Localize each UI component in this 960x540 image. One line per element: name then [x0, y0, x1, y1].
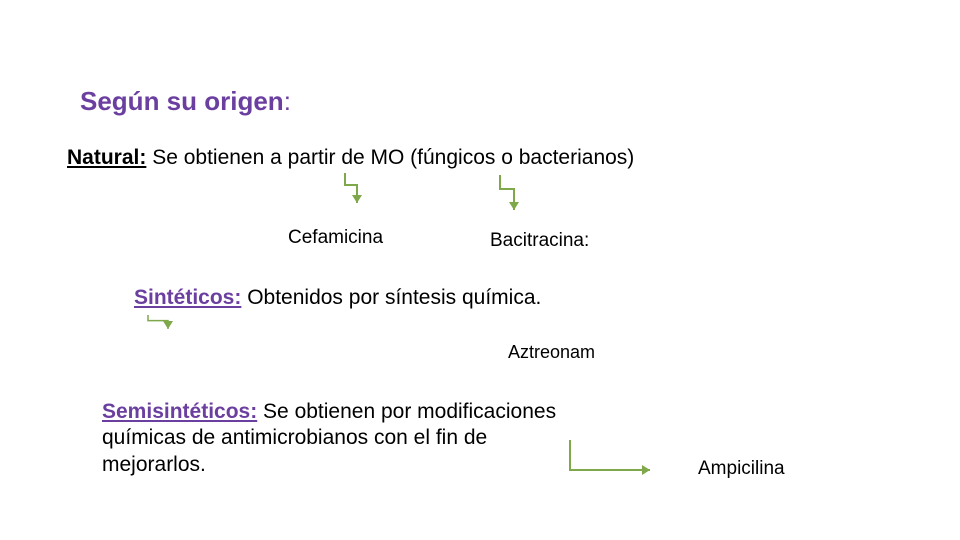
semisinteticos-block: Semisintéticos: Se obtienen por modifica… — [102, 398, 582, 478]
sinteticos-line: Sintéticos: Obtenidos por síntesis quími… — [134, 284, 541, 310]
section-title-text: Según su origen — [80, 86, 284, 116]
semisinteticos-label: Semisintéticos: — [102, 400, 257, 423]
sinteticos-label: Sintéticos: — [134, 286, 241, 309]
natural-line: Natural: Se obtienen a partir de MO (fún… — [67, 146, 634, 170]
semisinteticos-arrow — [570, 440, 690, 490]
semisinteticos-example: Ampicilina — [698, 458, 785, 480]
natural-example-1: Cefamicina — [288, 227, 383, 249]
natural-label: Natural: — [67, 146, 146, 169]
slide: { "title": { "text": "Según su origen", … — [0, 0, 960, 540]
sinteticos-desc: Obtenidos por síntesis química. — [241, 286, 541, 309]
semisinteticos-desc-1: Se obtienen por modificaciones — [257, 400, 556, 423]
sinteticos-arrow — [148, 315, 188, 345]
semisinteticos-desc-2: químicas de antimicrobianos con el fin d… — [102, 426, 487, 449]
natural-desc: Se obtienen a partir de MO (fúngicos o b… — [146, 146, 634, 169]
semisinteticos-desc-3: mejorarlos. — [102, 453, 206, 476]
natural-arrow-1 — [345, 173, 375, 223]
natural-example-2: Bacitracina: — [490, 230, 589, 252]
natural-arrow-2 — [500, 175, 530, 225]
section-title-colon: : — [284, 86, 291, 116]
section-title: Según su origen: — [80, 86, 291, 117]
sinteticos-example: Aztreonam — [508, 342, 595, 363]
